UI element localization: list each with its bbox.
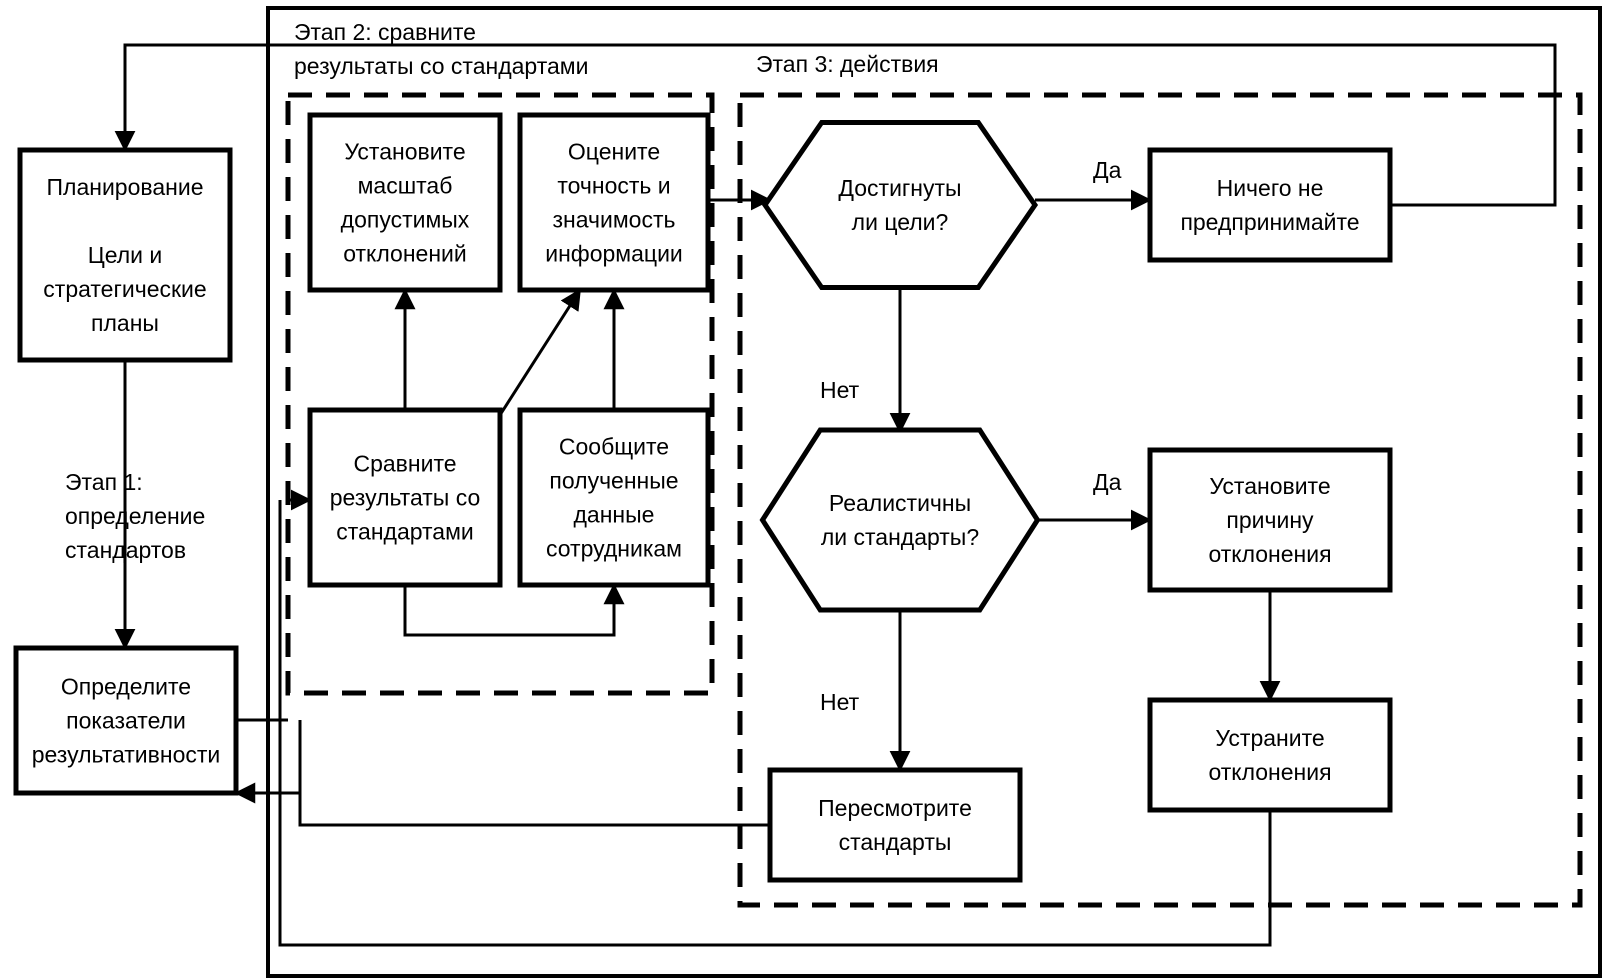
- stage1-title: Этап 1:определениестандартов: [65, 469, 205, 563]
- eliminate-node: [1150, 700, 1390, 810]
- label-no1: Нет: [820, 377, 860, 403]
- cause-label: Установитепричинуотклонения: [1208, 473, 1331, 567]
- nothing-node: [1150, 150, 1390, 260]
- label-no2: Нет: [820, 689, 860, 715]
- realistic-node: [763, 430, 1038, 610]
- label-yes1: Да: [1093, 157, 1122, 183]
- goals-node: [765, 123, 1035, 288]
- stage3-title: Этап 3: действия: [756, 51, 939, 77]
- label-yes2: Да: [1093, 469, 1122, 495]
- revise-node: [770, 770, 1020, 880]
